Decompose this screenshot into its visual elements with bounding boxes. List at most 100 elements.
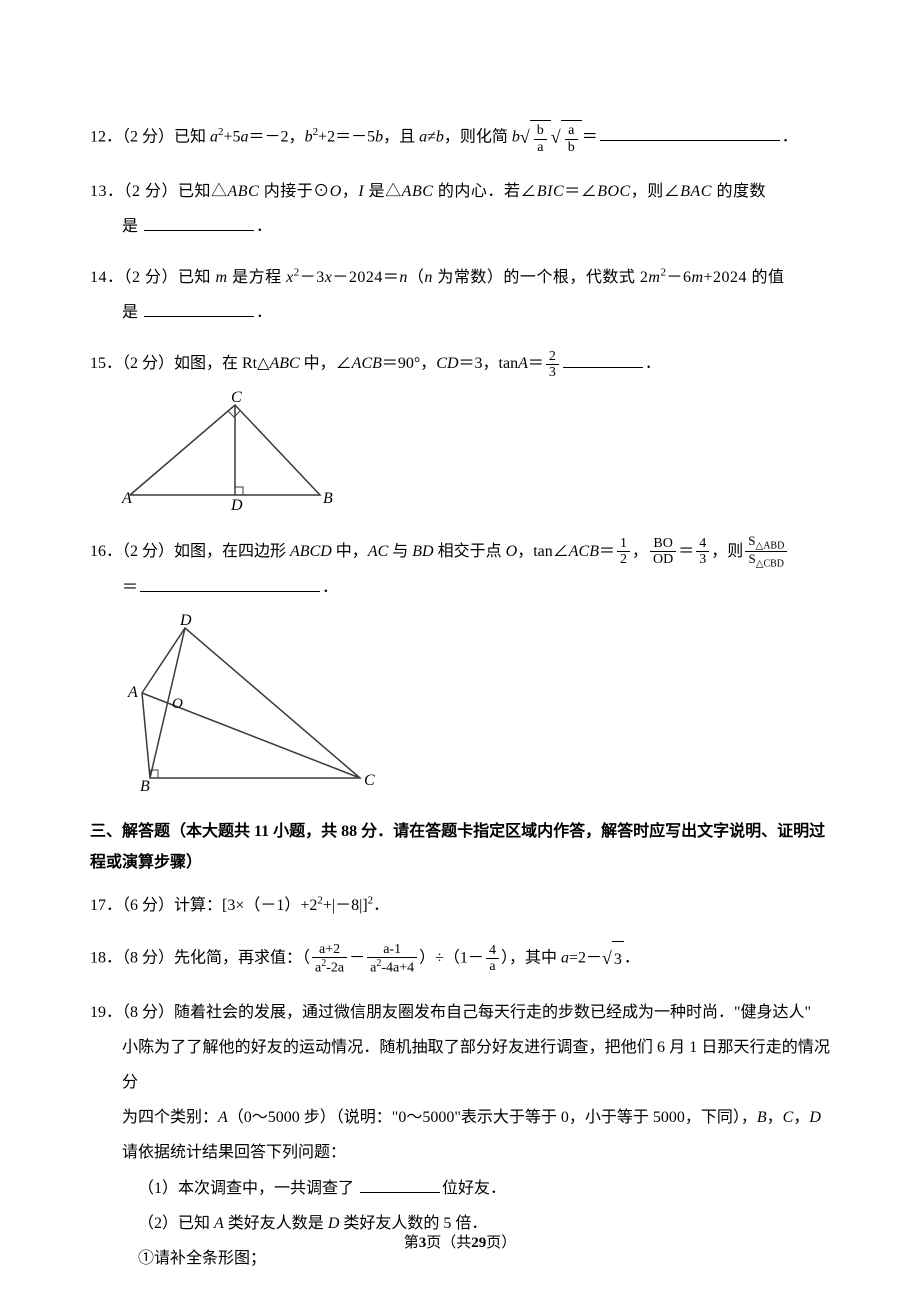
c: ， (793, 1109, 809, 1126)
var-b: b (305, 128, 313, 145)
t: 的度数 (712, 183, 766, 200)
q19-l4: 请依据统计结果回答下列问题： (90, 1135, 830, 1170)
t: ，则化简 (444, 128, 512, 145)
t: 内接于⊙ (259, 183, 330, 200)
m: m (216, 269, 228, 286)
num: b (534, 123, 547, 139)
question-13: 13．（2 分）已知△ABC 内接于⊙O，I 是△ABC 的内心．若∠BIC＝∠… (90, 174, 830, 244)
label-B: B (140, 778, 150, 793)
t: ）÷（1－ (419, 950, 484, 967)
frac: 23 (546, 349, 559, 381)
den: a2-2a (312, 958, 347, 976)
abcd: ABCD (290, 543, 332, 560)
t: ， (632, 543, 648, 560)
A: A (218, 1109, 228, 1126)
m3: m (691, 269, 703, 286)
D: D (809, 1109, 821, 1126)
b: -4a+4 (381, 961, 414, 976)
acb: ACB (352, 355, 382, 372)
den: a (486, 959, 499, 974)
x: x (286, 269, 294, 286)
t: 页（共 (426, 1235, 471, 1251)
t: 为四个类别： (122, 1109, 218, 1126)
eq: ＝ (582, 128, 598, 145)
t: －3 (300, 269, 325, 286)
t: （2）已知 (138, 1215, 214, 1232)
question-17: 17．（6 分）计算：[3×（－1）+22+|－8|]2． (90, 888, 830, 923)
label-D: D (179, 613, 192, 629)
t: ），其中 (501, 950, 561, 967)
label-C: C (231, 390, 242, 406)
b: -2a (326, 961, 344, 976)
abc: ABC (269, 355, 299, 372)
num: 1 (617, 536, 630, 552)
label-C: C (364, 772, 375, 789)
question-15: 15．（2 分）如图，在 Rt△ABC 中，∠ACB＝90°，CD＝3，tanA… (90, 346, 830, 517)
acb: ACB (569, 543, 599, 560)
answer-blank (144, 215, 254, 231)
t: 位好友． (442, 1180, 506, 1197)
S: S (749, 551, 756, 566)
t: 14．（2 分）已知 (90, 269, 216, 286)
t: （0～5000 步）（说明："0～5000"表示大于等于 0，小于等于 5000… (228, 1109, 757, 1126)
label-B: B (323, 490, 333, 507)
num: 4 (486, 943, 499, 959)
t: ． (373, 897, 389, 914)
frac: 43 (696, 536, 709, 568)
A: A (518, 355, 528, 372)
t: 15．（2 分）如图，在 Rt△ (90, 355, 269, 372)
num: 2 (546, 349, 559, 365)
num: S△ABD (745, 534, 787, 553)
den: a (534, 140, 547, 155)
A: A (214, 1215, 224, 1232)
answer-blank (563, 352, 643, 368)
B: B (757, 1109, 767, 1126)
sqrt-2: √ab (551, 118, 582, 158)
t: 相交于点 (434, 543, 506, 560)
t: ，tan∠ (517, 543, 569, 560)
abc2: ABC (402, 183, 434, 200)
sqrt: √3 (602, 939, 624, 979)
var-a3: a (419, 128, 427, 145)
minus: － (349, 950, 365, 967)
sub: △ABD (756, 540, 785, 551)
var-a: a (210, 128, 218, 145)
S: S (748, 533, 755, 548)
t: 16．（2 分）如图，在四边形 (90, 543, 290, 560)
num: BO (650, 536, 676, 552)
frac1: a+2a2-2a (312, 942, 347, 976)
a: a (561, 950, 569, 967)
t: 是△ (364, 183, 402, 200)
t: 是 (122, 304, 142, 321)
q12-text: 12．（2 分）已知 (90, 128, 210, 145)
t: +2024 的值 (704, 269, 785, 286)
bac: BAC (680, 183, 712, 200)
answer-blank (600, 125, 780, 141)
t: 18．（8 分）先化简，再求值：（ (90, 950, 310, 967)
t: ，则∠ (631, 183, 681, 200)
t: 中，∠ (300, 355, 352, 372)
t: 中， (332, 543, 368, 560)
t: 页） (486, 1235, 516, 1251)
num: 4 (696, 536, 709, 552)
ne: ≠ (427, 128, 436, 145)
figure-q15: A B C D (120, 390, 830, 518)
D: D (328, 1215, 340, 1232)
t: －2024＝ (332, 269, 399, 286)
t: （ (408, 269, 425, 286)
t: 是方程 (228, 269, 287, 286)
question-16: 16．（2 分）如图，在四边形 ABCD 中，AC 与 BD 相交于点 O，ta… (90, 534, 830, 802)
label-A: A (121, 490, 132, 507)
sqrt-1: √ba (520, 118, 551, 158)
t: ，且 (383, 128, 419, 145)
t: ＝3，tan (459, 355, 519, 372)
m2: m (648, 269, 660, 286)
bd: BD (412, 543, 433, 560)
var-b4: b (512, 128, 520, 145)
O: O (506, 543, 518, 560)
answer-blank (360, 1177, 440, 1193)
den: a2-4a+4 (367, 958, 417, 976)
t: 类好友人数是 (224, 1215, 328, 1232)
frac: BOOD (650, 536, 676, 568)
abc: ABC (228, 183, 260, 200)
